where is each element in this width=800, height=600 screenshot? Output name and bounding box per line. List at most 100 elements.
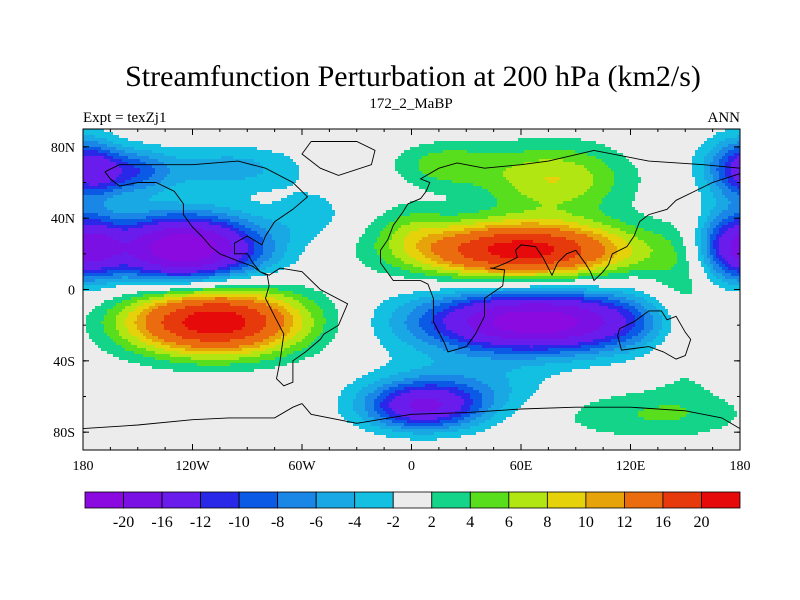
contour-cell (275, 297, 294, 301)
contour-cell (386, 225, 402, 229)
contour-cell (662, 321, 672, 325)
contour-cell (509, 396, 531, 400)
contour-cell (356, 249, 378, 253)
contour-cell (83, 342, 96, 346)
contour-cell (146, 327, 165, 331)
contour-cell (146, 321, 162, 325)
coastline (380, 149, 740, 353)
contour-cell (611, 363, 740, 367)
contour-cell (365, 402, 375, 406)
contour-cell (488, 249, 555, 253)
contour-cell (128, 327, 138, 331)
contour-cell (422, 156, 597, 160)
contour-cell (83, 180, 111, 184)
contour-cell (83, 267, 102, 271)
contour-cell (83, 390, 342, 394)
contour-cell (611, 189, 639, 193)
contour-cell (164, 189, 273, 193)
contour-cell (416, 258, 432, 262)
contour-cell (290, 237, 315, 241)
contour-cell (701, 246, 708, 250)
contour-cell (248, 273, 267, 277)
contour-cell (716, 204, 729, 208)
contour-cell (722, 180, 729, 184)
contour-cell (503, 420, 576, 424)
contour-cell (581, 300, 603, 304)
contour-cell (371, 324, 390, 328)
contour-cell (359, 258, 384, 262)
contour-cell (572, 198, 603, 202)
contour-cell (635, 288, 675, 292)
contour-cell (635, 198, 702, 202)
contour-cell (491, 207, 537, 211)
contour-cell (257, 147, 411, 151)
contour-cell (230, 243, 249, 247)
contour-cell (83, 273, 114, 277)
contour-cell (725, 171, 732, 175)
contour-cell (575, 150, 618, 154)
contour-cell (662, 327, 672, 331)
contour-cell (83, 303, 102, 307)
contour-cell (713, 240, 720, 244)
contour-cell (437, 312, 450, 316)
contour-cell (113, 195, 153, 199)
contour-cell (644, 258, 678, 262)
contour-cell (671, 321, 740, 325)
contour-cell (323, 330, 339, 334)
contour-cell (113, 339, 129, 343)
contour-cell (704, 258, 711, 262)
contour-cell (437, 270, 462, 274)
contour-cell (308, 345, 327, 349)
contour-cell (245, 225, 261, 229)
contour-cell (83, 405, 339, 409)
contour-cell (377, 336, 399, 340)
contour-cell (728, 150, 740, 154)
contour-cell (191, 273, 216, 277)
contour-cell (245, 324, 267, 328)
contour-cell (716, 153, 726, 157)
contour-cell (716, 261, 723, 265)
contour-cell (410, 312, 426, 316)
contour-cell (731, 168, 740, 172)
contour-cell (149, 306, 159, 310)
contour-cell (713, 195, 726, 199)
contour-cell (104, 315, 117, 319)
contour-cell (83, 354, 114, 358)
contour-cell (584, 192, 609, 196)
contour-cell (353, 408, 366, 412)
contour-cell (152, 219, 213, 223)
contour-cell (650, 255, 678, 259)
contour-cell (434, 360, 573, 364)
contour-cell (707, 183, 717, 187)
contour-cell (275, 333, 288, 337)
contour-cell (626, 339, 642, 343)
contour-cell (299, 330, 312, 334)
contour-cell (710, 258, 714, 262)
contour-cell (284, 252, 303, 256)
contour-cell (404, 243, 417, 247)
contour-cell (734, 405, 740, 409)
contour-cell (347, 420, 366, 424)
contour-cell (464, 336, 501, 340)
contour-cell (308, 297, 330, 301)
contour-cell (644, 228, 678, 232)
contour-cell (176, 342, 255, 346)
contour-cell (119, 135, 714, 139)
contour-cell (83, 291, 138, 295)
contour-cell (494, 324, 576, 328)
contour-cell (728, 282, 740, 286)
contour-cell (512, 165, 585, 169)
contour-cell (458, 339, 474, 343)
x-tick-label: 120E (616, 459, 646, 474)
contour-fill (83, 129, 740, 450)
contour-cell (302, 327, 312, 331)
contour-cell (164, 318, 186, 322)
contour-cell (638, 171, 693, 175)
contour-cell (437, 279, 576, 283)
contour-cell (239, 264, 249, 268)
contour-cell (296, 180, 408, 184)
contour-cell (650, 351, 740, 355)
contour-cell (485, 225, 570, 229)
contour-cell (395, 219, 462, 223)
contour-cell (143, 141, 435, 145)
